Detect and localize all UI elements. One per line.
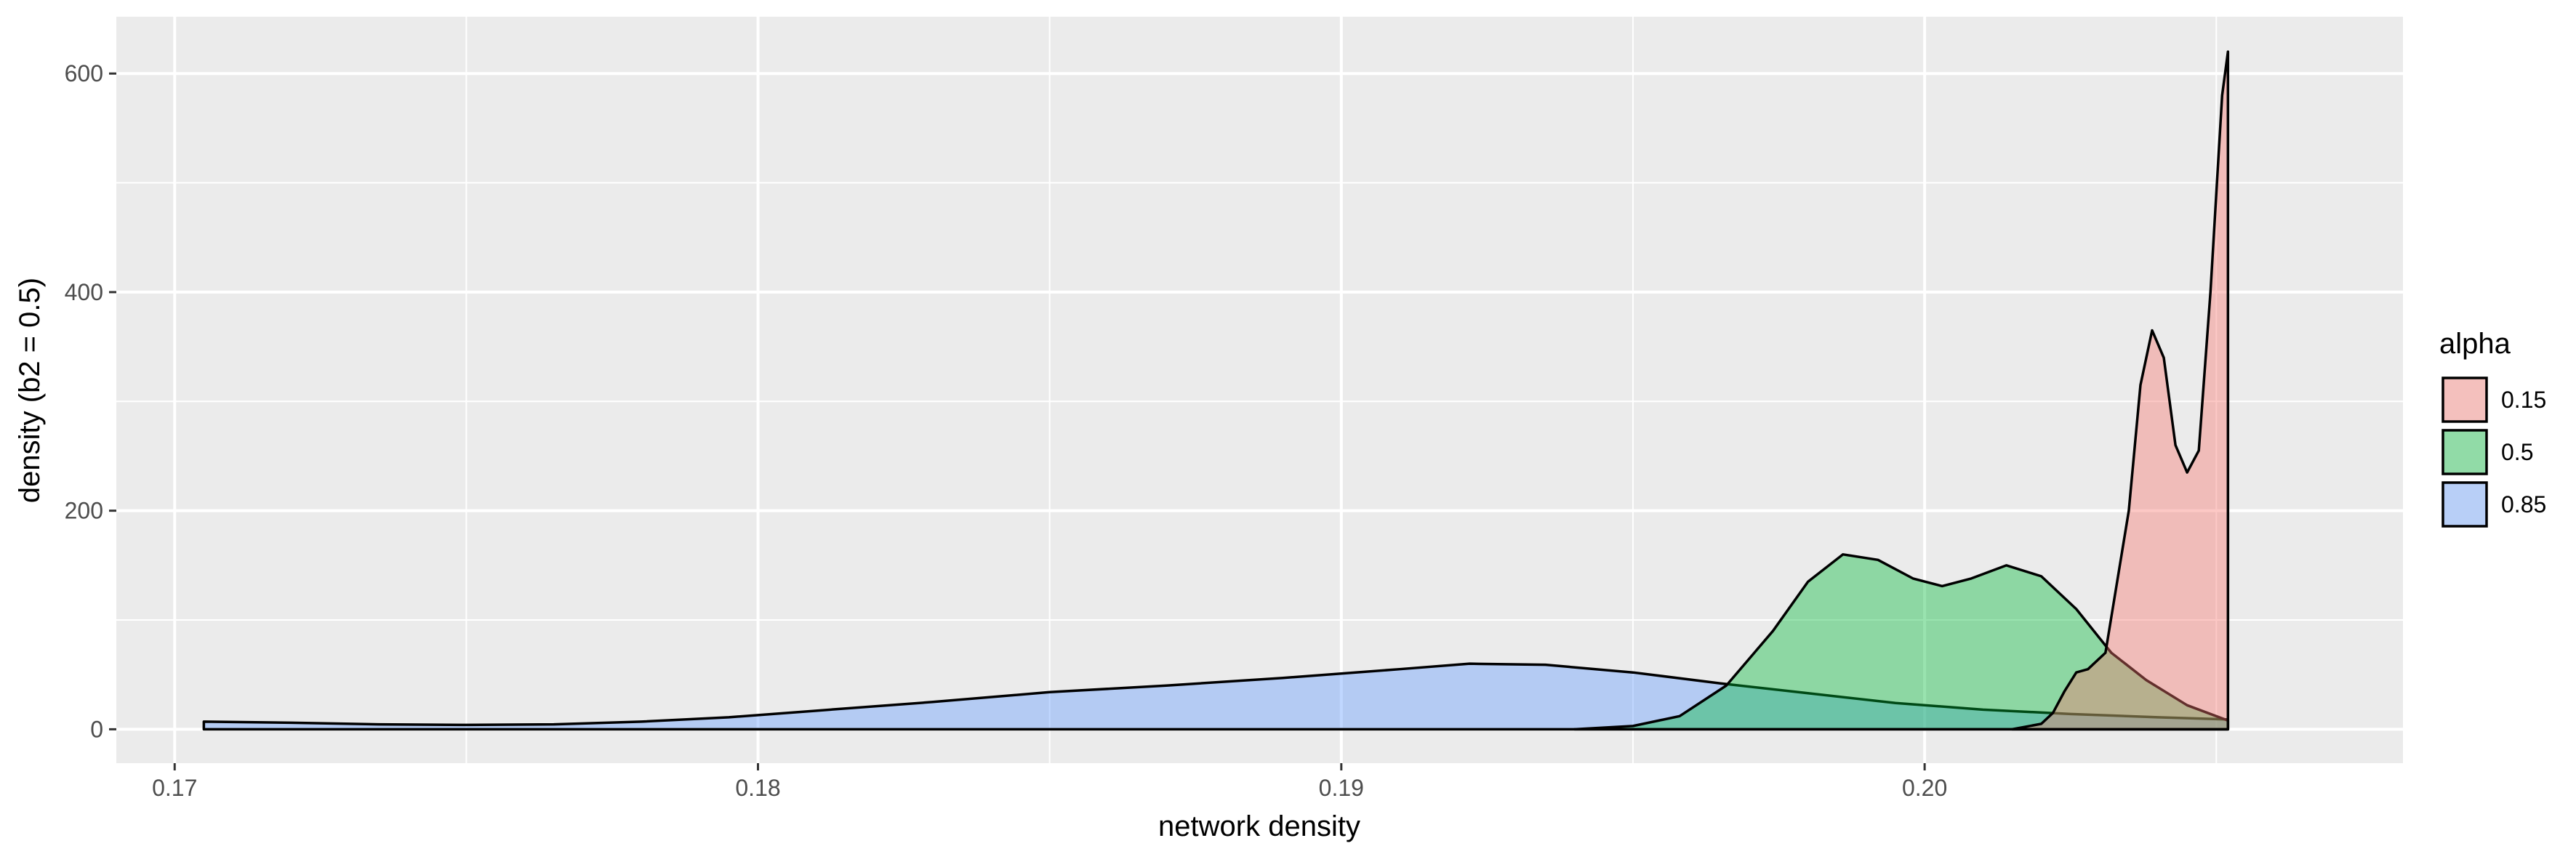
legend-key-0-85 (2441, 481, 2488, 528)
legend-title: alpha (2439, 328, 2511, 360)
legend-key-0-5 (2441, 429, 2488, 475)
x-axis: 0.17 0.18 0.19 0.20 (152, 763, 1947, 801)
legend-label-0-15: 0.15 (2501, 387, 2546, 413)
x-tick-label: 0.17 (152, 775, 197, 801)
density-area-0-85 (202, 662, 2230, 731)
y-tick-label: 0 (90, 716, 103, 742)
plot-panel (116, 17, 2403, 763)
legend-key-bg (2441, 429, 2488, 475)
legend-key-0-15 (2441, 376, 2488, 423)
x-tick-label: 0.19 (1319, 775, 1364, 801)
legend-label-0-85: 0.85 (2501, 491, 2546, 517)
y-axis-title: density (b2 = 0.5) (14, 278, 46, 503)
legend-items: 0.15 0.5 0.85 (2441, 376, 2546, 528)
density-area-0-5 (1573, 553, 2230, 731)
y-tick-label: 400 (65, 279, 103, 305)
minor-gridlines (116, 17, 2403, 763)
x-tick-label: 0.20 (1902, 775, 1947, 801)
legend: alpha 0.15 0.5 0.85 (2439, 328, 2546, 528)
y-tick-label: 600 (65, 60, 103, 86)
density-area-0-15 (2010, 50, 2230, 731)
x-tick-label: 0.18 (735, 775, 780, 801)
legend-label-0-5: 0.5 (2501, 439, 2533, 465)
y-axis: 0 200 400 600 (65, 60, 116, 742)
density-areas (202, 50, 2230, 731)
x-axis-title: network density (1158, 810, 1360, 842)
y-tick-label: 200 (65, 498, 103, 524)
legend-key-bg (2441, 481, 2488, 528)
legend-key-bg (2441, 376, 2488, 423)
